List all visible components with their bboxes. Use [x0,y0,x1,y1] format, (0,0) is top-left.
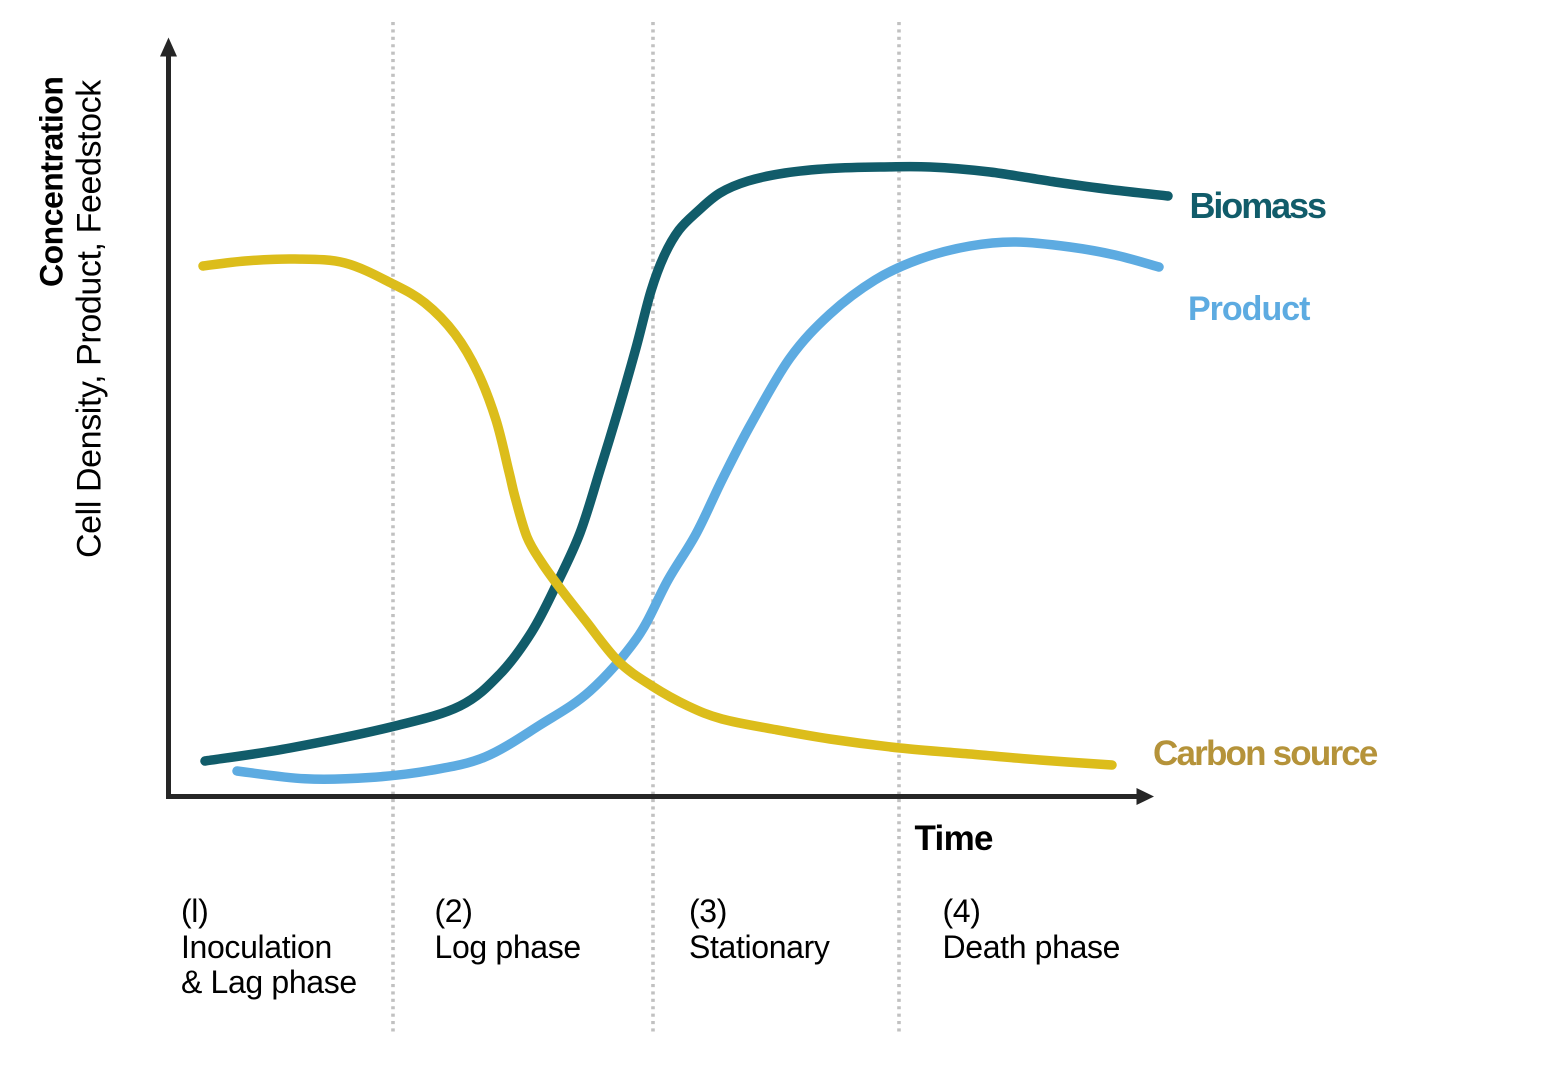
svg-text:Carbon source: Carbon source [1153,734,1378,773]
svg-text:(4): (4) [943,893,981,929]
svg-text:Biomass: Biomass [1190,185,1326,226]
svg-text:Concentration: Concentration [34,77,70,287]
svg-text:(3): (3) [689,893,727,929]
svg-text:Log phase: Log phase [435,929,581,965]
svg-text:(l): (l) [181,893,208,929]
svg-text:Product: Product [1188,290,1310,328]
svg-text:Time: Time [915,819,993,858]
svg-text:Death phase: Death phase [943,929,1121,965]
svg-text:& Lag phase: & Lag phase [181,964,357,1000]
svg-text:Inoculation: Inoculation [181,929,332,965]
svg-text:Stationary: Stationary [689,929,830,965]
svg-text:(2): (2) [435,893,473,929]
svg-text:Cell Density, Product, Feedsto: Cell Density, Product, Feedstock [71,79,109,558]
